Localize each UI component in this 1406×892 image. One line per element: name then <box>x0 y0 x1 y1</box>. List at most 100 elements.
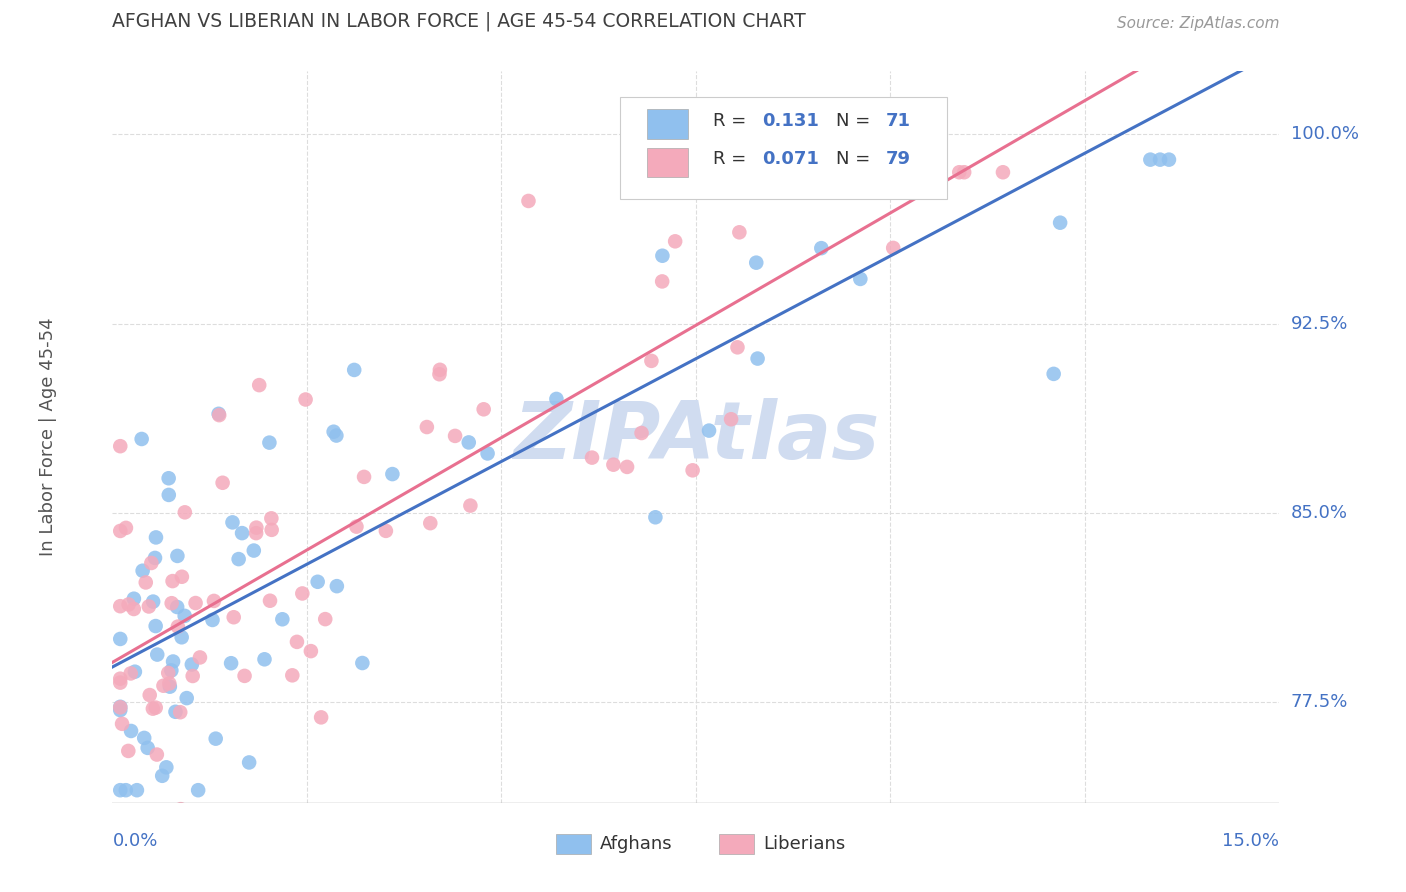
Point <box>381 467 404 481</box>
Point <box>201 613 224 627</box>
Point <box>131 564 153 578</box>
Point <box>120 666 142 681</box>
Point <box>271 612 294 626</box>
Point <box>136 740 159 755</box>
Text: AFGHAN VS LIBERIAN IN LABOR FORCE | AGE 45-54 CORRELATION CHART: AFGHAN VS LIBERIAN IN LABOR FORCE | AGE … <box>112 12 806 31</box>
Point <box>238 756 260 770</box>
FancyBboxPatch shape <box>620 97 946 200</box>
Point <box>1049 216 1071 230</box>
Point <box>228 552 250 566</box>
Text: In Labor Force | Age 45-54: In Labor Force | Age 45-54 <box>39 318 58 557</box>
Point <box>664 235 686 249</box>
Point <box>346 519 368 533</box>
Point <box>110 675 132 690</box>
Point <box>882 241 904 255</box>
Point <box>1042 367 1064 381</box>
Point <box>429 363 451 377</box>
Point <box>160 664 183 678</box>
Point <box>419 516 441 531</box>
Text: Source: ZipAtlas.com: Source: ZipAtlas.com <box>1116 16 1279 31</box>
Point <box>416 420 439 434</box>
Point <box>374 524 396 538</box>
Point <box>170 802 193 816</box>
Text: R =: R = <box>713 112 752 130</box>
Point <box>157 676 180 690</box>
Point <box>581 450 603 465</box>
Point <box>166 600 188 615</box>
Point <box>110 632 132 646</box>
Point <box>188 650 211 665</box>
Point <box>117 598 139 612</box>
Point <box>299 644 322 658</box>
Point <box>457 435 479 450</box>
Point <box>219 657 242 671</box>
Point <box>121 847 143 861</box>
Point <box>472 402 495 417</box>
Point <box>110 439 132 453</box>
Point <box>253 652 276 666</box>
Text: 0.131: 0.131 <box>762 112 820 130</box>
Point <box>247 378 270 392</box>
Point <box>810 241 832 255</box>
Point <box>655 153 678 167</box>
Point <box>920 153 942 167</box>
Text: ZIPAtlas: ZIPAtlas <box>513 398 879 476</box>
Point <box>122 602 145 616</box>
Point <box>180 657 202 672</box>
FancyBboxPatch shape <box>555 833 591 854</box>
Point <box>517 194 540 208</box>
Point <box>162 655 184 669</box>
Point <box>260 511 283 525</box>
Point <box>745 255 768 269</box>
Text: 92.5%: 92.5% <box>1291 315 1348 333</box>
Text: 100.0%: 100.0% <box>1291 126 1358 144</box>
FancyBboxPatch shape <box>647 148 688 178</box>
Point <box>122 591 145 606</box>
Text: 85.0%: 85.0% <box>1291 504 1347 522</box>
Point <box>546 392 568 406</box>
Text: Liberians: Liberians <box>763 835 846 853</box>
Point <box>343 363 366 377</box>
Point <box>145 619 167 633</box>
Point <box>170 570 193 584</box>
Point <box>727 340 749 354</box>
Point <box>682 463 704 477</box>
Point <box>202 594 225 608</box>
Point <box>221 516 243 530</box>
Point <box>953 165 976 179</box>
Point <box>152 679 174 693</box>
Point <box>117 744 139 758</box>
Point <box>894 156 917 170</box>
Point <box>756 165 779 179</box>
Point <box>630 425 652 440</box>
Point <box>110 599 132 614</box>
Point <box>747 351 769 366</box>
Point <box>948 165 970 179</box>
Point <box>291 586 314 600</box>
Point <box>259 435 281 450</box>
Point <box>187 783 209 797</box>
Point <box>145 700 167 714</box>
Point <box>309 710 332 724</box>
Point <box>110 524 132 538</box>
Point <box>429 368 451 382</box>
Point <box>281 668 304 682</box>
Point <box>702 165 724 179</box>
Point <box>460 499 482 513</box>
Point <box>849 272 872 286</box>
Point <box>245 526 267 541</box>
Point <box>115 521 138 535</box>
Point <box>114 783 136 797</box>
Point <box>208 408 231 422</box>
Point <box>353 470 375 484</box>
Point <box>170 630 193 644</box>
Point <box>135 575 157 590</box>
Text: Afghans: Afghans <box>600 835 673 853</box>
Point <box>181 669 204 683</box>
Point <box>1157 153 1180 167</box>
Point <box>222 610 245 624</box>
FancyBboxPatch shape <box>647 110 688 138</box>
Point <box>1149 153 1171 167</box>
Point <box>184 596 207 610</box>
Point <box>110 700 132 714</box>
